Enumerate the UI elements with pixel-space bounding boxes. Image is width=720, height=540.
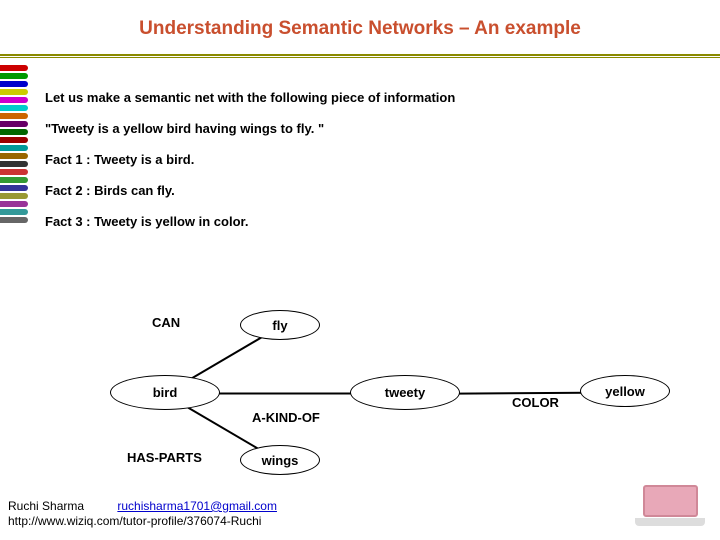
edge-label-a-kind-of: A-KIND-OF [250, 410, 322, 425]
pencil-stripe [0, 105, 28, 111]
quote-text: "Tweety is a yellow bird having wings to… [45, 121, 690, 136]
fact-3: Fact 3 : Tweety is yellow in color. [45, 214, 690, 229]
pencil-stripe [0, 97, 28, 103]
edge-label-can: CAN [150, 315, 182, 330]
node-fly: fly [240, 310, 320, 340]
pencil-stripe [0, 161, 28, 167]
pencil-stripe [0, 145, 28, 151]
node-bird: bird [110, 375, 220, 410]
pencil-decoration [0, 65, 30, 445]
fact-2: Fact 2 : Birds can fly. [45, 183, 690, 198]
pencil-stripe [0, 121, 28, 127]
edge-label-color: COLOR [510, 395, 561, 410]
pencil-stripe [0, 73, 28, 79]
node-tweety: tweety [350, 375, 460, 410]
laptop-icon [635, 485, 705, 530]
author-name: Ruchi Sharma [8, 499, 84, 513]
pencil-stripe [0, 201, 28, 207]
intro-text: Let us make a semantic net with the foll… [45, 90, 690, 105]
author-email[interactable]: ruchisharma1701@gmail.com [117, 499, 277, 513]
pencil-stripe [0, 89, 28, 95]
node-yellow: yellow [580, 375, 670, 407]
pencil-stripe [0, 177, 28, 183]
fact-1: Fact 1 : Tweety is a bird. [45, 152, 690, 167]
pencil-stripe [0, 65, 28, 71]
edge-label-has-parts: HAS-PARTS [125, 450, 204, 465]
pencil-stripe [0, 129, 28, 135]
pencil-stripe [0, 217, 28, 223]
semantic-network-diagram: fly bird tweety yellow wings CAN A-KIND-OF HAS-… [40, 310, 680, 490]
footer: Ruchi Sharma ruchisharma1701@gmail.com h… [8, 499, 277, 530]
pencil-stripe [0, 193, 28, 199]
node-wings: wings [240, 445, 320, 475]
pencil-stripe [0, 113, 28, 119]
page-title: Understanding Semantic Networks – An exa… [0, 0, 720, 50]
pencil-stripe [0, 185, 28, 191]
pencil-stripe [0, 169, 28, 175]
pencil-stripe [0, 153, 28, 159]
author-url: http://www.wiziq.com/tutor-profile/37607… [8, 514, 261, 528]
pencil-stripe [0, 137, 28, 143]
pencil-stripe [0, 81, 28, 87]
title-rule [0, 54, 720, 58]
content-block: Let us make a semantic net with the foll… [45, 90, 690, 245]
pencil-stripe [0, 209, 28, 215]
